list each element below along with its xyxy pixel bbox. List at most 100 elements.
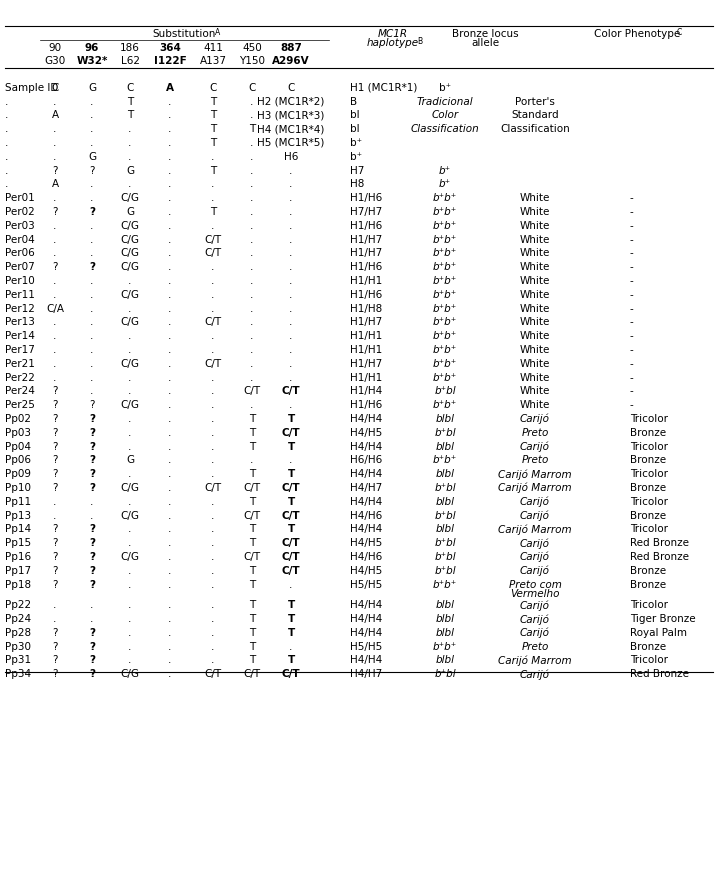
Text: ?: ? <box>52 552 57 562</box>
Text: .: . <box>5 151 9 162</box>
Text: haplotype: haplotype <box>367 38 419 48</box>
Text: ?: ? <box>89 455 95 465</box>
Text: .: . <box>168 151 172 162</box>
Text: b⁺b⁺: b⁺b⁺ <box>433 262 457 272</box>
Text: Tricolor: Tricolor <box>630 442 668 452</box>
Text: .: . <box>251 345 253 355</box>
Text: .: . <box>211 414 215 424</box>
Text: blbl: blbl <box>436 656 454 666</box>
Text: Pp34: Pp34 <box>5 669 31 679</box>
Text: ?: ? <box>52 166 57 176</box>
Text: .: . <box>289 642 293 651</box>
Text: Per11: Per11 <box>5 290 35 299</box>
Text: Per13: Per13 <box>5 317 35 327</box>
Text: .: . <box>129 442 131 452</box>
Text: b⁺bl: b⁺bl <box>434 552 456 562</box>
Text: .: . <box>211 262 215 272</box>
Text: Bronze: Bronze <box>630 566 666 576</box>
Text: Pp10: Pp10 <box>5 483 31 493</box>
Text: .: . <box>251 276 253 286</box>
Text: ?: ? <box>89 669 95 679</box>
Text: .: . <box>53 359 57 369</box>
Text: .: . <box>168 331 172 341</box>
Text: .: . <box>129 179 131 190</box>
Text: H4/H4: H4/H4 <box>350 414 382 424</box>
Text: .: . <box>53 290 57 299</box>
Text: .: . <box>251 193 253 203</box>
Text: T: T <box>287 656 294 666</box>
Text: H3 (MC1R*3): H3 (MC1R*3) <box>257 110 325 120</box>
Text: .: . <box>53 276 57 286</box>
Text: H4/H4: H4/H4 <box>350 525 382 535</box>
Text: .: . <box>251 151 253 162</box>
Text: .: . <box>251 110 253 120</box>
Text: b⁺b⁺: b⁺b⁺ <box>433 249 457 258</box>
Text: 364: 364 <box>159 43 181 53</box>
Text: .: . <box>211 387 215 396</box>
Text: .: . <box>53 511 57 520</box>
Text: .: . <box>168 511 172 520</box>
Text: White: White <box>520 207 550 217</box>
Text: ?: ? <box>52 580 57 590</box>
Text: Color Phenotype: Color Phenotype <box>594 29 680 39</box>
Text: .: . <box>211 580 215 590</box>
Text: C/T: C/T <box>205 359 222 369</box>
Text: T: T <box>249 538 255 548</box>
Text: C/T: C/T <box>281 483 300 493</box>
Text: H4/H5: H4/H5 <box>350 566 382 576</box>
Text: .: . <box>129 372 131 382</box>
Text: Pp24: Pp24 <box>5 614 31 624</box>
Text: .: . <box>289 455 293 465</box>
Text: .: . <box>53 151 57 162</box>
Text: H5/H5: H5/H5 <box>350 642 382 651</box>
Text: ?: ? <box>52 442 57 452</box>
Text: .: . <box>211 470 215 479</box>
Text: .: . <box>129 138 131 148</box>
Text: .: . <box>90 124 93 135</box>
Text: ?: ? <box>52 470 57 479</box>
Text: Pp30: Pp30 <box>5 642 31 651</box>
Text: White: White <box>520 372 550 382</box>
Text: Y150: Y150 <box>239 56 265 66</box>
Text: .: . <box>168 538 172 548</box>
Text: ?: ? <box>52 628 57 638</box>
Text: H4/H4: H4/H4 <box>350 497 382 507</box>
Text: .: . <box>90 614 93 624</box>
Text: Red Bronze: Red Bronze <box>630 669 689 679</box>
Text: .: . <box>168 110 172 120</box>
Text: Tiger Bronze: Tiger Bronze <box>630 614 696 624</box>
Text: .: . <box>289 276 293 286</box>
Text: C/G: C/G <box>121 221 139 231</box>
Text: T: T <box>210 166 216 176</box>
Text: .: . <box>53 138 57 148</box>
Text: -: - <box>630 317 634 327</box>
Text: .: . <box>168 566 172 576</box>
Text: H7/H7: H7/H7 <box>350 207 382 217</box>
Text: Substitution: Substitution <box>153 29 216 39</box>
Text: blbl: blbl <box>436 497 454 507</box>
Text: H1/H6: H1/H6 <box>350 221 382 231</box>
Text: ?: ? <box>89 483 95 493</box>
Text: A: A <box>166 83 174 93</box>
Text: .: . <box>129 656 131 666</box>
Text: .: . <box>289 179 293 190</box>
Text: Tricolor: Tricolor <box>630 497 668 507</box>
Text: b⁺bl: b⁺bl <box>434 483 456 493</box>
Text: C/G: C/G <box>121 359 139 369</box>
Text: blbl: blbl <box>436 601 454 610</box>
Text: Carijó: Carijó <box>520 669 550 680</box>
Text: allele: allele <box>471 38 499 48</box>
Text: -: - <box>630 304 634 314</box>
Text: T: T <box>249 414 255 424</box>
Text: .: . <box>53 96 57 107</box>
Text: Red Bronze: Red Bronze <box>630 552 689 562</box>
Text: Tricolor: Tricolor <box>630 656 668 666</box>
Text: .: . <box>90 372 93 382</box>
Text: .: . <box>90 331 93 341</box>
Text: .: . <box>129 387 131 396</box>
Text: H4/H7: H4/H7 <box>350 483 382 493</box>
Text: .: . <box>168 221 172 231</box>
Text: .: . <box>289 290 293 299</box>
Text: .: . <box>129 525 131 535</box>
Text: Carijó: Carijó <box>520 538 550 549</box>
